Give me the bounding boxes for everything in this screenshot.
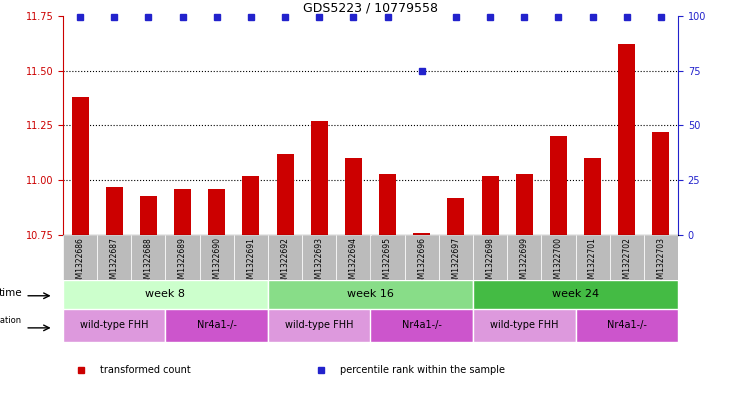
Text: GSM1322701: GSM1322701 xyxy=(588,237,597,288)
Text: week 16: week 16 xyxy=(347,289,394,299)
Bar xyxy=(268,235,302,280)
Bar xyxy=(576,309,678,342)
Bar xyxy=(516,174,533,235)
Text: GSM1322686: GSM1322686 xyxy=(76,237,84,288)
Text: wild-type FHH: wild-type FHH xyxy=(80,320,148,330)
Bar xyxy=(413,233,431,235)
Bar xyxy=(652,132,669,235)
Text: GSM1322690: GSM1322690 xyxy=(212,237,222,288)
Text: wild-type FHH: wild-type FHH xyxy=(285,320,353,330)
Bar xyxy=(618,44,635,235)
Bar xyxy=(576,235,610,280)
Bar xyxy=(473,309,576,342)
Text: GSM1322693: GSM1322693 xyxy=(315,237,324,288)
Text: GSM1322696: GSM1322696 xyxy=(417,237,426,288)
Bar xyxy=(302,235,336,280)
Text: GSM1322691: GSM1322691 xyxy=(247,237,256,288)
Bar xyxy=(242,176,259,235)
Bar xyxy=(234,235,268,280)
Bar xyxy=(439,235,473,280)
Text: GSM1322702: GSM1322702 xyxy=(622,237,631,288)
Bar xyxy=(610,235,644,280)
Bar xyxy=(473,280,678,309)
Text: GSM1322692: GSM1322692 xyxy=(281,237,290,288)
Text: GSM1322703: GSM1322703 xyxy=(657,237,665,288)
Bar xyxy=(199,235,234,280)
Bar xyxy=(63,309,165,342)
Text: GSM1322700: GSM1322700 xyxy=(554,237,563,288)
Text: GSM1322698: GSM1322698 xyxy=(485,237,494,288)
Bar xyxy=(370,309,473,342)
Text: percentile rank within the sample: percentile rank within the sample xyxy=(339,365,505,375)
Bar xyxy=(106,187,123,235)
Bar xyxy=(72,97,89,235)
Bar xyxy=(131,235,165,280)
Bar xyxy=(268,309,370,342)
Title: GDS5223 / 10779558: GDS5223 / 10779558 xyxy=(303,2,438,15)
Text: GSM1322697: GSM1322697 xyxy=(451,237,460,288)
Bar xyxy=(165,309,268,342)
Bar xyxy=(140,196,157,235)
Bar xyxy=(63,235,97,280)
Bar xyxy=(542,235,576,280)
Text: GSM1322699: GSM1322699 xyxy=(519,237,529,288)
Text: Nr4a1-/-: Nr4a1-/- xyxy=(402,320,442,330)
Bar xyxy=(345,158,362,235)
Text: GSM1322687: GSM1322687 xyxy=(110,237,119,288)
Bar xyxy=(379,174,396,235)
Text: GSM1322688: GSM1322688 xyxy=(144,237,153,288)
Bar xyxy=(208,189,225,235)
Text: GSM1322689: GSM1322689 xyxy=(178,237,187,288)
Text: Nr4a1-/-: Nr4a1-/- xyxy=(197,320,236,330)
Bar xyxy=(174,189,191,235)
Bar xyxy=(63,280,268,309)
Text: week 8: week 8 xyxy=(145,289,185,299)
Text: genotype/variation: genotype/variation xyxy=(0,316,22,325)
Bar xyxy=(550,136,567,235)
Bar xyxy=(97,235,131,280)
Bar xyxy=(482,176,499,235)
Bar xyxy=(507,235,542,280)
Text: Nr4a1-/-: Nr4a1-/- xyxy=(607,320,647,330)
Text: GSM1322694: GSM1322694 xyxy=(349,237,358,288)
Text: time: time xyxy=(0,288,22,298)
Text: wild-type FHH: wild-type FHH xyxy=(490,320,559,330)
Bar xyxy=(165,235,199,280)
Bar xyxy=(268,280,473,309)
Text: week 24: week 24 xyxy=(552,289,599,299)
Bar xyxy=(370,235,405,280)
Bar xyxy=(644,235,678,280)
Bar xyxy=(276,154,293,235)
Text: GSM1322695: GSM1322695 xyxy=(383,237,392,288)
Bar xyxy=(448,198,465,235)
Bar xyxy=(336,235,370,280)
Bar xyxy=(310,121,328,235)
Bar xyxy=(584,158,601,235)
Bar xyxy=(405,235,439,280)
Text: transformed count: transformed count xyxy=(100,365,190,375)
Bar xyxy=(473,235,507,280)
